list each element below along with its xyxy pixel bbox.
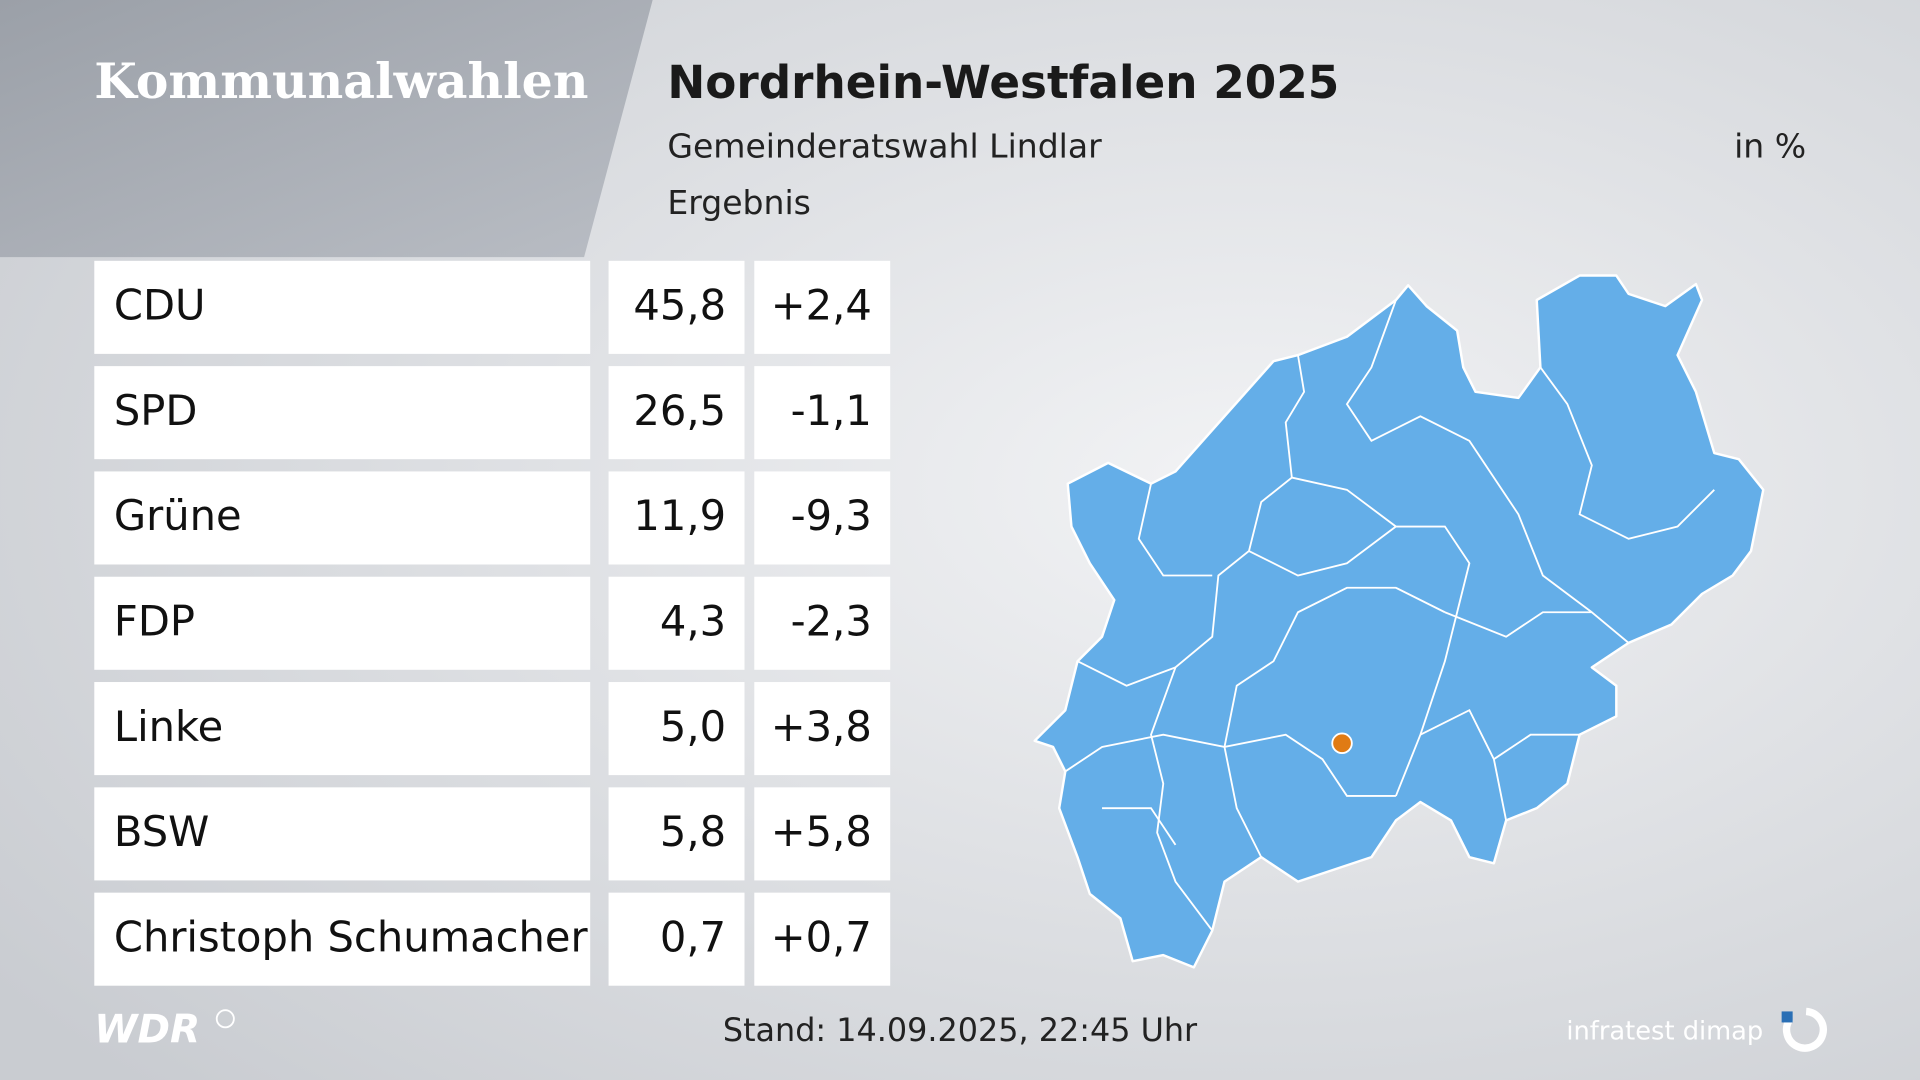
vote-share: 26,5 bbox=[633, 386, 726, 435]
location-marker bbox=[1331, 732, 1353, 754]
value-cell bbox=[608, 366, 745, 460]
subtitle: Gemeinderatswahl Lindlar bbox=[667, 127, 1102, 166]
change-cell bbox=[754, 366, 891, 460]
vote-share: 5,0 bbox=[660, 702, 726, 751]
party-name: Christoph Schumacher bbox=[114, 912, 589, 961]
broadcaster-logo: WDR bbox=[94, 1008, 200, 1053]
change-cell bbox=[754, 471, 891, 565]
change-cell bbox=[754, 787, 891, 881]
change-cell bbox=[754, 892, 891, 986]
value-cell bbox=[608, 576, 745, 670]
vote-change: -1,1 bbox=[791, 386, 872, 435]
party-cell bbox=[94, 366, 591, 460]
value-cell bbox=[608, 787, 745, 881]
vote-share: 45,8 bbox=[633, 281, 726, 330]
unit-label: in % bbox=[1734, 127, 1806, 166]
source-icon-square bbox=[1781, 1011, 1793, 1023]
source-icon bbox=[1782, 1007, 1827, 1052]
change-cell bbox=[754, 260, 891, 354]
party-name: Grüne bbox=[114, 491, 242, 540]
timestamp: Stand: 14.09.2025, 22:45 Uhr bbox=[723, 1011, 1198, 1049]
header-panel bbox=[0, 0, 653, 258]
caption: Ergebnis bbox=[667, 183, 811, 222]
vote-change: +5,8 bbox=[771, 807, 872, 856]
party-cell bbox=[94, 892, 591, 986]
source-logo: infratest dimap bbox=[1566, 1017, 1763, 1047]
party-cell bbox=[94, 260, 591, 354]
value-cell bbox=[608, 471, 745, 565]
vote-change: +2,4 bbox=[771, 281, 872, 330]
value-cell bbox=[608, 682, 745, 776]
party-name: SPD bbox=[114, 386, 198, 435]
change-cell bbox=[754, 576, 891, 670]
map-outline bbox=[1033, 274, 1765, 969]
title: Nordrhein-Westfalen 2025 bbox=[667, 56, 1339, 109]
party-name: CDU bbox=[114, 281, 206, 330]
vote-share: 0,7 bbox=[660, 912, 726, 961]
vote-change: -2,3 bbox=[791, 596, 872, 645]
value-cell bbox=[608, 892, 745, 986]
vote-change: -9,3 bbox=[791, 491, 872, 540]
section-label: Kommunalwahlen bbox=[94, 52, 588, 110]
party-cell bbox=[94, 787, 591, 881]
party-name: Linke bbox=[114, 702, 223, 751]
value-cell bbox=[608, 260, 745, 354]
vote-share: 11,9 bbox=[633, 491, 726, 540]
map-borders bbox=[1064, 299, 1715, 932]
party-cell bbox=[94, 682, 591, 776]
results-table: CDU 45,8 +2,4 SPD 26,5 -1,1 Grüne 11,9 -9,3 FDP 4,… bbox=[94, 260, 891, 986]
logo-ring bbox=[215, 1009, 235, 1029]
vote-share: 4,3 bbox=[660, 596, 726, 645]
party-cell bbox=[94, 576, 591, 670]
change-cell bbox=[754, 682, 891, 776]
party-name: BSW bbox=[114, 807, 209, 856]
party-name: FDP bbox=[114, 596, 195, 645]
vote-share: 5,8 bbox=[660, 807, 726, 856]
vote-change: +0,7 bbox=[771, 912, 872, 961]
vote-change: +3,8 bbox=[771, 702, 872, 751]
party-cell bbox=[94, 471, 591, 565]
map bbox=[1033, 274, 1765, 969]
